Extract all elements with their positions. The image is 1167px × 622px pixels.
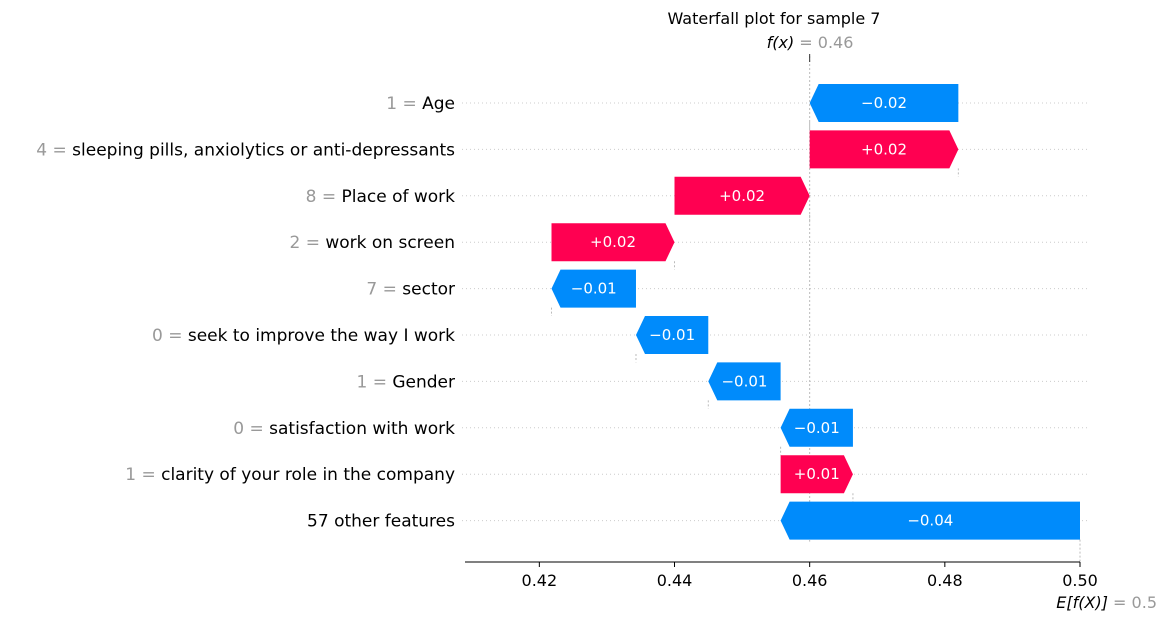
- bar-value-label: +0.02: [719, 187, 765, 205]
- bar-negative: [708, 362, 781, 401]
- feature-value: 1 =: [386, 94, 422, 114]
- bars-group: [551, 84, 1080, 540]
- feature-value: 1 =: [356, 372, 392, 392]
- fx-value: 0.46: [818, 33, 854, 52]
- feature-name: sleeping pills, anxiolytics or anti-depr…: [72, 140, 455, 160]
- feature-name: satisfaction with work: [269, 419, 455, 439]
- bar-value-label: +0.02: [590, 233, 636, 251]
- feature-value: 0 =: [233, 419, 269, 439]
- feature-name: sector: [402, 280, 455, 300]
- x-tick-label: 0.44: [657, 571, 693, 590]
- bar-value-label: +0.01: [794, 465, 840, 483]
- bar-positive: [780, 455, 853, 494]
- feature-name: clarity of your role in the company: [161, 465, 455, 485]
- bar-labels-group: −0.02 +0.02 +0.02 +0.02 −0.01 −0.01 −0.01 −0.01…: [571, 94, 954, 530]
- feature-name: Gender: [392, 372, 455, 392]
- feature-value: 4 =: [36, 140, 72, 160]
- feature-label: 7 = sector: [366, 280, 455, 300]
- feature-label: 1 = clarity of your role in the company: [125, 465, 455, 485]
- x-tick-label: 0.48: [927, 571, 963, 590]
- bar-negative: [809, 84, 959, 122]
- feature-value: 1 =: [125, 465, 161, 485]
- bar-negative: [780, 501, 1080, 540]
- x-axis: 0.42 0.44 0.46 0.48 0.50: [465, 561, 1098, 590]
- feature-label: 2 = work on screen: [289, 233, 455, 253]
- feature-label: 8 = Place of work: [306, 187, 456, 207]
- feature-value: 7 =: [366, 280, 402, 300]
- feature-labels-group: 1 = Age 4 = sleeping pills, anxiolytics o…: [36, 94, 455, 532]
- ex-value: 0.5: [1132, 593, 1157, 612]
- feature-label: 57 other features: [307, 512, 455, 532]
- bar-negative: [635, 316, 709, 354]
- bar-value-label: −0.01: [649, 326, 695, 344]
- fx-label: f(x): [767, 33, 795, 52]
- fx-equals: =: [794, 33, 818, 52]
- bar-value-label: −0.01: [571, 280, 617, 298]
- feature-name: work on screen: [325, 233, 455, 253]
- x-tick-label: 0.42: [522, 571, 558, 590]
- bar-negative: [780, 408, 853, 447]
- ex-label: E[f(X)]: [1056, 593, 1108, 612]
- x-tick-label: 0.46: [792, 571, 828, 590]
- feature-value: 8 =: [306, 187, 342, 207]
- bar-value-label: −0.02: [861, 94, 907, 112]
- feature-value: 0 =: [152, 326, 188, 346]
- fx-annotation: f(x) = 0.46: [767, 33, 854, 52]
- feature-label: 1 = Gender: [356, 372, 455, 392]
- feature-name: Age: [422, 94, 455, 114]
- feature-label: 0 = satisfaction with work: [233, 419, 455, 439]
- feature-name: Place of work: [341, 187, 455, 207]
- x-tick-label: 0.50: [1062, 571, 1098, 590]
- feature-label: 4 = sleeping pills, anxiolytics or anti-…: [36, 140, 455, 160]
- bar-positive: [809, 130, 959, 169]
- feature-name: seek to improve the way I work: [188, 326, 455, 346]
- bar-negative: [551, 269, 636, 308]
- bar-positive: [674, 176, 810, 215]
- feature-label: 0 = seek to improve the way I work: [152, 326, 455, 346]
- feature-value: 2 =: [289, 233, 325, 253]
- feature-label: 1 = Age: [386, 94, 455, 114]
- bar-positive: [551, 223, 675, 262]
- bar-connectors: [551, 122, 1081, 562]
- ex-equals: =: [1108, 593, 1132, 612]
- feature-name: 57 other features: [307, 512, 455, 532]
- bar-value-label: −0.01: [721, 372, 767, 390]
- chart-title: Waterfall plot for sample 7: [668, 9, 881, 28]
- ex-annotation: E[f(X)] = 0.5: [1056, 593, 1157, 612]
- bar-value-label: −0.01: [794, 419, 840, 437]
- bar-value-label: +0.02: [861, 140, 907, 158]
- row-gridlines: [462, 102, 1090, 522]
- bar-value-label: −0.04: [907, 512, 953, 530]
